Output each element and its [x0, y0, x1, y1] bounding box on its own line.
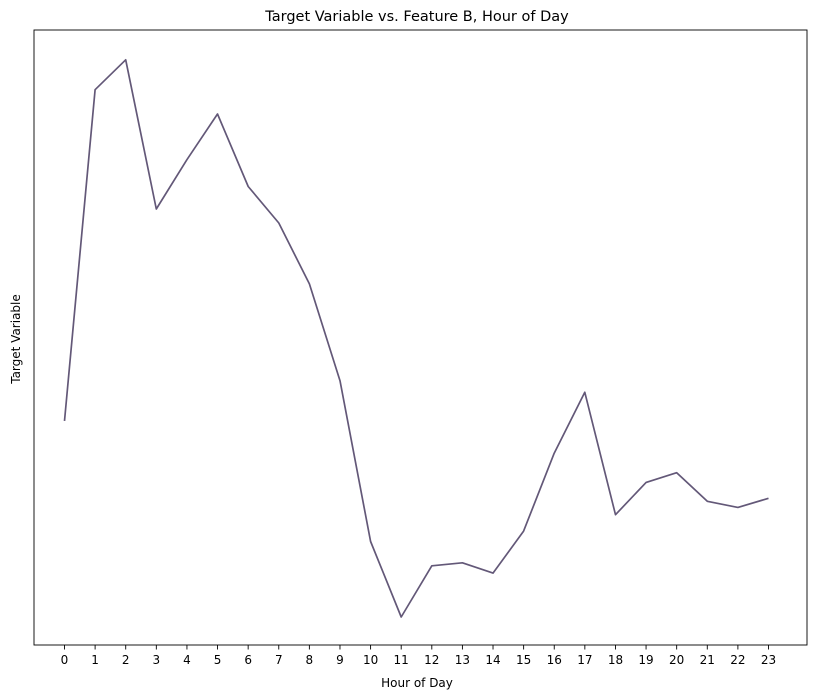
x-tick-label: 0 — [61, 653, 69, 667]
x-tick-label: 13 — [455, 653, 470, 667]
x-axis-title: Hour of Day — [381, 676, 453, 690]
x-tick-label: 23 — [761, 653, 776, 667]
x-tick-label: 20 — [669, 653, 684, 667]
x-tick-label: 22 — [730, 653, 745, 667]
x-tick-label: 21 — [700, 653, 715, 667]
x-tick-label: 4 — [183, 653, 191, 667]
x-tick-label: 12 — [424, 653, 439, 667]
x-tick-label: 6 — [244, 653, 252, 667]
x-tick-label: 15 — [516, 653, 531, 667]
chart-title: Target Variable vs. Feature B, Hour of D… — [264, 9, 569, 25]
x-tick-label: 2 — [122, 653, 130, 667]
y-axis-title: Target Variable — [9, 294, 23, 385]
series-line — [63, 58, 769, 618]
x-tick-label: 3 — [153, 653, 161, 667]
x-axis-ticks: 0 1 2 3 4 5 6 7 8 9 10 11 12 13 14 15 16 17 18 19 20 21 22 23 — [61, 645, 776, 667]
x-tick-label: 19 — [638, 653, 653, 667]
x-tick-label: 5 — [214, 653, 222, 667]
x-tick-label: 10 — [363, 653, 378, 667]
plot-frame — [33, 29, 808, 646]
x-tick-label: 18 — [608, 653, 623, 667]
x-tick-label: 1 — [91, 653, 99, 667]
x-tick-label: 17 — [577, 653, 592, 667]
x-tick-label: 16 — [547, 653, 562, 667]
x-tick-label: 8 — [306, 653, 314, 667]
x-tick-label: 9 — [336, 653, 344, 667]
x-tick-label: 7 — [275, 653, 283, 667]
x-tick-label: 14 — [485, 653, 500, 667]
x-tick-label: 11 — [394, 653, 409, 667]
